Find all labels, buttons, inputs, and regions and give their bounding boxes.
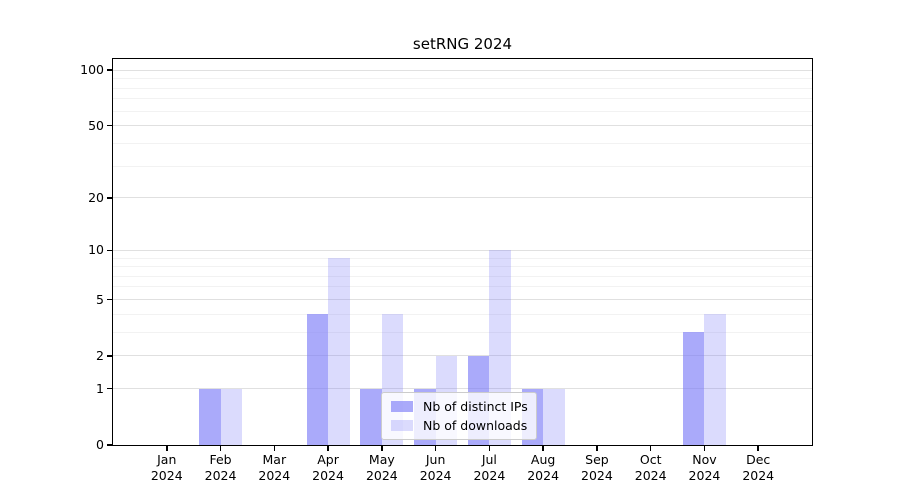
x-axis-tick <box>434 446 437 451</box>
y-axis-tick <box>107 249 112 252</box>
legend-swatch-downloads <box>391 420 413 431</box>
bar-downloads-apr <box>328 258 350 445</box>
x-axis-tick <box>219 446 222 451</box>
x-axis-tick <box>596 446 598 451</box>
y-major-gridline <box>113 249 812 251</box>
y-tick-label: 5 <box>96 291 104 307</box>
x-axis-tick <box>327 446 329 451</box>
y-minor-gridline <box>113 78 812 80</box>
y-axis-tick <box>107 69 112 71</box>
x-tick-label: Oct 2024 <box>634 452 667 483</box>
y-minor-gridline <box>113 165 812 167</box>
bar-downloads-aug <box>543 388 565 445</box>
y-tick-label: 100 <box>80 62 104 78</box>
y-axis-tick <box>107 124 112 127</box>
y-minor-gridline <box>113 142 812 144</box>
y-minor-gridline <box>113 286 812 288</box>
bar-downloads-nov <box>704 314 726 445</box>
x-axis-tick <box>488 446 491 451</box>
y-major-gridline <box>113 69 812 71</box>
y-major-gridline <box>113 197 812 199</box>
plot-area <box>112 58 813 446</box>
x-tick-label: Nov 2024 <box>688 452 721 483</box>
x-tick-label: May 2024 <box>365 452 398 483</box>
x-tick-label: Sep 2024 <box>581 452 613 483</box>
x-axis-tick <box>381 446 383 451</box>
legend-label-distinct-ips: Nb of distinct IPs <box>423 399 528 414</box>
y-tick-label: 0 <box>96 437 104 452</box>
legend-item-distinct-ips: Nb of distinct IPs <box>391 397 528 416</box>
x-axis-tick <box>703 446 706 451</box>
y-axis-tick <box>107 355 112 357</box>
x-tick-label: Dec 2024 <box>742 452 775 483</box>
y-major-gridline <box>113 299 812 300</box>
y-tick-label: 50 <box>88 117 104 133</box>
x-axis-tick <box>273 446 276 451</box>
chart-title: setRNG 2024 <box>412 35 513 53</box>
x-tick-label: Feb 2024 <box>204 452 237 483</box>
y-major-gridline <box>113 125 812 127</box>
x-tick-label: Jan 2024 <box>150 452 183 483</box>
legend: Nb of distinct IPs Nb of downloads <box>381 392 537 440</box>
legend-swatch-distinct-ips <box>391 401 413 412</box>
y-tick-label: 10 <box>88 242 104 258</box>
y-minor-gridline <box>113 110 812 112</box>
y-tick-label: 2 <box>96 347 104 363</box>
y-major-gridline <box>113 388 812 390</box>
y-axis-tick <box>107 444 112 446</box>
y-minor-gridline <box>113 257 812 259</box>
legend-item-downloads: Nb of downloads <box>391 416 528 435</box>
legend-label-downloads: Nb of downloads <box>423 418 528 433</box>
x-axis-tick <box>166 446 168 451</box>
y-minor-gridline <box>113 266 812 268</box>
bar-distinct-ips-nov <box>682 332 705 445</box>
bar-distinct-ips-feb <box>199 388 221 445</box>
y-tick-label: 20 <box>88 189 104 205</box>
x-axis-tick <box>542 446 544 451</box>
x-axis-tick <box>757 446 759 451</box>
bar-downloads-feb <box>220 388 243 445</box>
x-tick-label: Apr 2024 <box>312 452 344 483</box>
x-tick-label: Mar 2024 <box>258 452 291 483</box>
y-tick-label: 1 <box>96 380 104 396</box>
y-axis-tick <box>107 298 112 301</box>
y-major-gridline <box>113 355 812 357</box>
x-tick-label: Aug 2024 <box>527 452 560 483</box>
y-minor-gridline <box>113 275 812 277</box>
y-axis-tick <box>107 197 112 199</box>
y-minor-gridline <box>113 331 812 333</box>
y-minor-gridline <box>113 98 812 100</box>
x-axis-tick <box>649 446 652 451</box>
y-minor-gridline <box>113 87 812 89</box>
y-minor-gridline <box>113 313 812 315</box>
x-tick-label: Jun 2024 <box>419 452 452 483</box>
bar-distinct-ips-may <box>360 388 382 445</box>
bar-distinct-ips-apr <box>306 314 329 445</box>
x-tick-label: Jul 2024 <box>473 452 506 483</box>
y-axis-tick <box>107 387 112 390</box>
